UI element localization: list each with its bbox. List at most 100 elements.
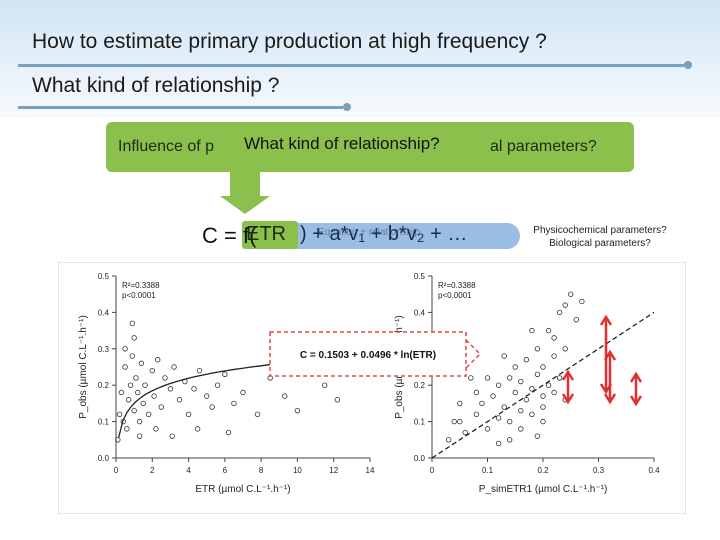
scatter-charts: 0 2 4 6 8 10 12 14 0.0 0.1 0.2 0.3 0.4 0.5 ETR (µmol C… — [58, 262, 686, 514]
data-point — [135, 389, 141, 396]
data-point — [529, 411, 535, 418]
data-point — [462, 429, 468, 436]
data-point — [115, 437, 121, 443]
data-point — [155, 357, 161, 363]
data-point — [473, 411, 480, 418]
note-biological: Biological parameters? — [549, 238, 651, 249]
x-tick-label: 10 — [293, 466, 302, 475]
x-tick-label: 6 — [223, 466, 228, 475]
residual-arrow-head-bottom — [603, 393, 617, 405]
y-tick-label: 0.4 — [98, 308, 110, 317]
stat-annotation: p<0.0001 — [122, 291, 156, 300]
etr-highlight — [242, 221, 298, 249]
y-tick-label: 0.0 — [414, 454, 426, 463]
data-point — [196, 367, 203, 374]
fit-line — [431, 311, 655, 459]
residual-arrow-head-top — [603, 349, 617, 361]
data-point — [529, 327, 535, 334]
x-tick-label: 0.4 — [648, 466, 660, 475]
note-physicochemical: Physicochemical parameters? — [533, 225, 667, 236]
data-point — [540, 393, 546, 399]
data-point — [457, 418, 463, 425]
charts-overlay: C = 0.1503 + 0.0496 * ln(ETR) — [269, 314, 643, 407]
data-point — [129, 353, 136, 359]
residual-arrow-head-top — [561, 369, 575, 381]
residual-arrow-head-bottom — [629, 395, 643, 407]
data-point — [568, 291, 574, 297]
x-tick-label: 4 — [186, 466, 191, 475]
data-point — [484, 426, 491, 432]
data-point — [457, 400, 463, 407]
data-point — [551, 389, 557, 396]
data-point — [129, 320, 136, 327]
data-point — [125, 397, 132, 403]
subtitle-underline — [18, 106, 343, 109]
data-point — [158, 404, 165, 410]
slide-header: How to estimate primary production at hi… — [0, 0, 720, 118]
data-point — [240, 389, 246, 396]
slide-title: How to estimate primary production at hi… — [32, 30, 547, 53]
data-point — [473, 389, 480, 396]
data-point — [145, 411, 152, 418]
y-tick-label: 0.1 — [98, 418, 110, 427]
data-point — [551, 353, 557, 359]
data-point — [551, 335, 557, 341]
data-point — [194, 426, 201, 432]
data-point — [176, 397, 183, 403]
y-tick-label: 0.2 — [414, 381, 426, 390]
y-tick-label: 0.5 — [98, 272, 110, 281]
stat-annotation: R²=0.3388 — [122, 281, 160, 290]
data-point — [151, 393, 157, 399]
data-point — [562, 302, 568, 308]
data-point — [507, 375, 513, 381]
subtitle-underline-dot — [343, 103, 351, 111]
data-point — [116, 411, 123, 418]
x-tick-label: 0 — [430, 466, 435, 475]
x-tick-label: 0.2 — [537, 466, 549, 475]
data-point — [512, 364, 518, 370]
data-point — [127, 382, 134, 388]
data-point — [445, 437, 452, 443]
y-tick-label: 0.5 — [414, 272, 426, 281]
data-point — [136, 418, 143, 425]
data-point — [231, 400, 237, 407]
data-point — [501, 353, 507, 359]
data-point — [495, 440, 502, 447]
data-point — [540, 364, 546, 370]
data-point — [209, 404, 215, 410]
data-point — [214, 382, 221, 388]
title-underline — [18, 64, 684, 67]
x-tick-label: 0 — [114, 466, 119, 475]
data-point — [153, 426, 159, 432]
data-point — [142, 382, 148, 388]
data-point — [204, 393, 210, 399]
data-point — [321, 382, 328, 388]
parameters-note: Physicochemical parameters? Biological p… — [520, 224, 680, 250]
data-point — [140, 400, 146, 407]
data-point — [225, 429, 232, 436]
x-tick-label: 2 — [150, 466, 155, 475]
y-tick-label: 0.2 — [98, 381, 110, 390]
data-point — [122, 364, 128, 370]
y-tick-label: 0.1 — [414, 418, 426, 427]
equation-etr: ETR — [246, 223, 286, 245]
data-point — [501, 404, 507, 410]
data-point — [185, 411, 192, 418]
data-point — [556, 309, 563, 316]
fit-formula: C = 0.1503 + 0.0496 * ln(ETR) — [300, 350, 436, 361]
data-point — [334, 397, 341, 403]
data-point — [534, 371, 541, 377]
data-point — [131, 407, 137, 414]
relationship-callout: Influence of p al parameters? What kind … — [106, 122, 634, 172]
data-point — [534, 433, 541, 439]
data-point — [131, 335, 137, 341]
equation-left: C = f( — [202, 223, 257, 248]
data-point — [518, 378, 524, 385]
x-tick-label: 14 — [366, 466, 375, 475]
data-point — [540, 418, 546, 425]
data-point — [294, 407, 301, 414]
stat-annotation: R²=0.3388 — [438, 281, 476, 290]
x-tick-label: 0.3 — [593, 466, 605, 475]
data-point — [495, 415, 502, 421]
down-arrow-icon — [220, 196, 270, 214]
